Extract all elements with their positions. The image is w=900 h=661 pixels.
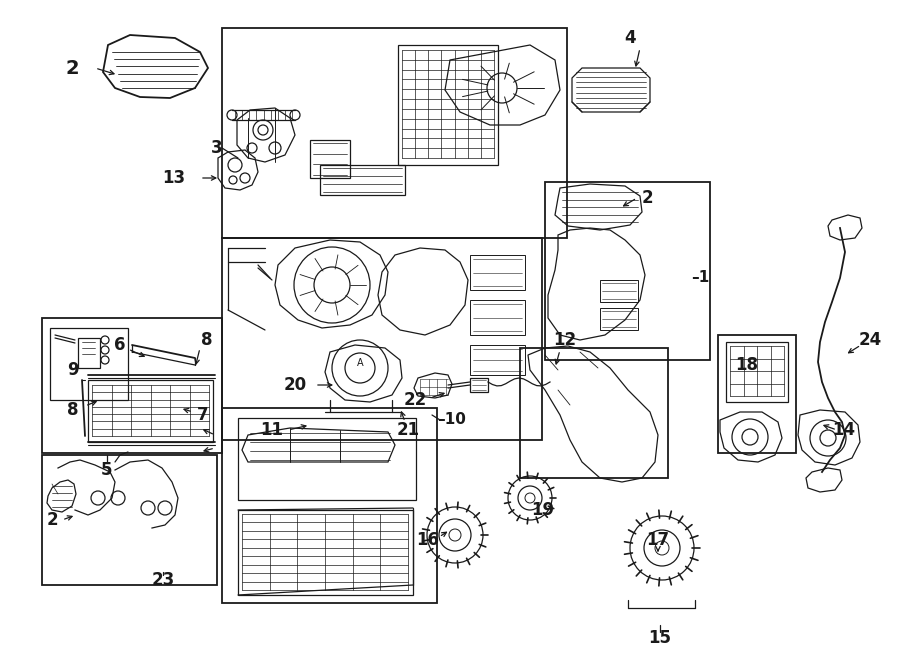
Bar	[50, 328, 128, 400]
Text: 17: 17	[646, 531, 670, 549]
Bar	[545, 182, 710, 360]
Text: 23: 23	[151, 571, 175, 589]
Bar	[42, 318, 222, 453]
Text: 16: 16	[417, 531, 439, 549]
Bar	[726, 342, 788, 402]
Text: 4: 4	[625, 29, 635, 47]
Text: 19: 19	[531, 501, 554, 519]
Text: 14: 14	[832, 421, 856, 439]
Bar	[470, 345, 525, 375]
Text: 8: 8	[202, 331, 212, 349]
Bar	[238, 510, 413, 595]
Text: 7: 7	[197, 406, 209, 424]
Text: 3: 3	[212, 139, 223, 157]
Bar	[520, 348, 668, 478]
Text: 9: 9	[68, 361, 79, 379]
Bar	[222, 408, 437, 603]
Text: 18: 18	[735, 356, 759, 374]
Text: 12: 12	[554, 331, 577, 349]
Text: 20: 20	[284, 376, 307, 394]
Bar	[88, 380, 213, 442]
Text: 15: 15	[649, 629, 671, 647]
Text: 8: 8	[68, 401, 79, 419]
Bar	[398, 45, 498, 165]
Bar	[310, 140, 350, 178]
Bar	[78, 338, 100, 368]
Bar	[718, 335, 796, 453]
Text: A: A	[356, 358, 364, 368]
Bar	[222, 28, 567, 238]
Text: 6: 6	[114, 336, 126, 354]
Text: –10: –10	[437, 412, 466, 428]
Bar	[320, 165, 405, 195]
Bar	[222, 238, 542, 440]
Text: 2: 2	[65, 59, 79, 77]
Text: 24: 24	[859, 331, 882, 349]
Text: –1: –1	[691, 270, 709, 286]
Bar	[42, 455, 217, 585]
Bar	[470, 378, 488, 392]
Bar	[470, 255, 525, 290]
Text: 22: 22	[403, 391, 427, 409]
Text: 21: 21	[396, 421, 419, 439]
Text: 2: 2	[46, 511, 58, 529]
Bar	[470, 300, 525, 335]
Text: 11: 11	[260, 421, 284, 439]
Text: 2: 2	[641, 189, 652, 207]
Text: 5: 5	[101, 461, 112, 479]
Text: 13: 13	[162, 169, 185, 187]
Bar	[238, 418, 416, 500]
Bar	[600, 308, 638, 330]
Bar	[600, 280, 638, 302]
